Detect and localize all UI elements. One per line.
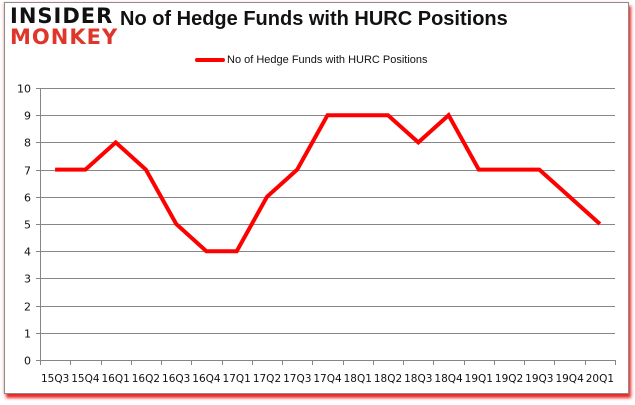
- y-tick-label: 1: [24, 328, 31, 341]
- chart-title: No of Hedge Funds with HURC Positions: [120, 8, 508, 30]
- chart-legend: No of Hedge Funds with HURC Positions: [195, 52, 428, 68]
- x-tick-label: 16Q4: [192, 373, 221, 385]
- y-tick-label: 9: [24, 110, 31, 123]
- x-tick-label: 18Q3: [404, 373, 432, 385]
- y-tick-label: 2: [24, 301, 31, 314]
- x-tick-label: 19Q3: [525, 373, 553, 385]
- x-tick-label: 15Q4: [71, 373, 100, 385]
- logo-line-2: MONKEY: [10, 25, 119, 49]
- y-tick-label: 3: [24, 273, 31, 286]
- x-tick-label: 19Q2: [495, 373, 523, 385]
- series-line: [55, 112, 602, 254]
- x-tick-label: 16Q2: [132, 373, 160, 385]
- x-tick-label: 17Q4: [313, 373, 342, 385]
- x-tick-label: 17Q1: [223, 373, 251, 385]
- y-tick-label: 6: [24, 192, 31, 205]
- x-tick-label: 16Q3: [162, 373, 190, 385]
- x-tick-label: 18Q2: [374, 373, 402, 385]
- y-tick-label: 8: [24, 137, 31, 150]
- x-tick-label: 19Q1: [465, 373, 493, 385]
- y-tick-label: 7: [24, 165, 31, 178]
- x-tick-label: 18Q4: [434, 373, 463, 385]
- y-tick-label: 5: [24, 219, 31, 232]
- x-tick-label: 16Q1: [102, 373, 130, 385]
- logo-line-1: INSIDER: [10, 4, 114, 28]
- x-tick-label: 19Q4: [555, 373, 584, 385]
- x-tick-label: 20Q1: [586, 373, 614, 385]
- x-tick-label: 15Q3: [41, 373, 69, 385]
- y-tick-label: 0: [24, 355, 31, 368]
- x-tick-label: 17Q3: [283, 373, 311, 385]
- legend-label: No of Hedge Funds with HURC Positions: [227, 54, 428, 66]
- y-tick-label: 10: [17, 83, 31, 96]
- y-tick-label: 4: [24, 246, 31, 259]
- x-tick-label: 17Q2: [253, 373, 281, 385]
- x-tick-label: 18Q1: [344, 373, 372, 385]
- legend-line-swatch-icon: [195, 58, 225, 62]
- insider-monkey-logo: INSIDER MONKEY: [10, 4, 118, 50]
